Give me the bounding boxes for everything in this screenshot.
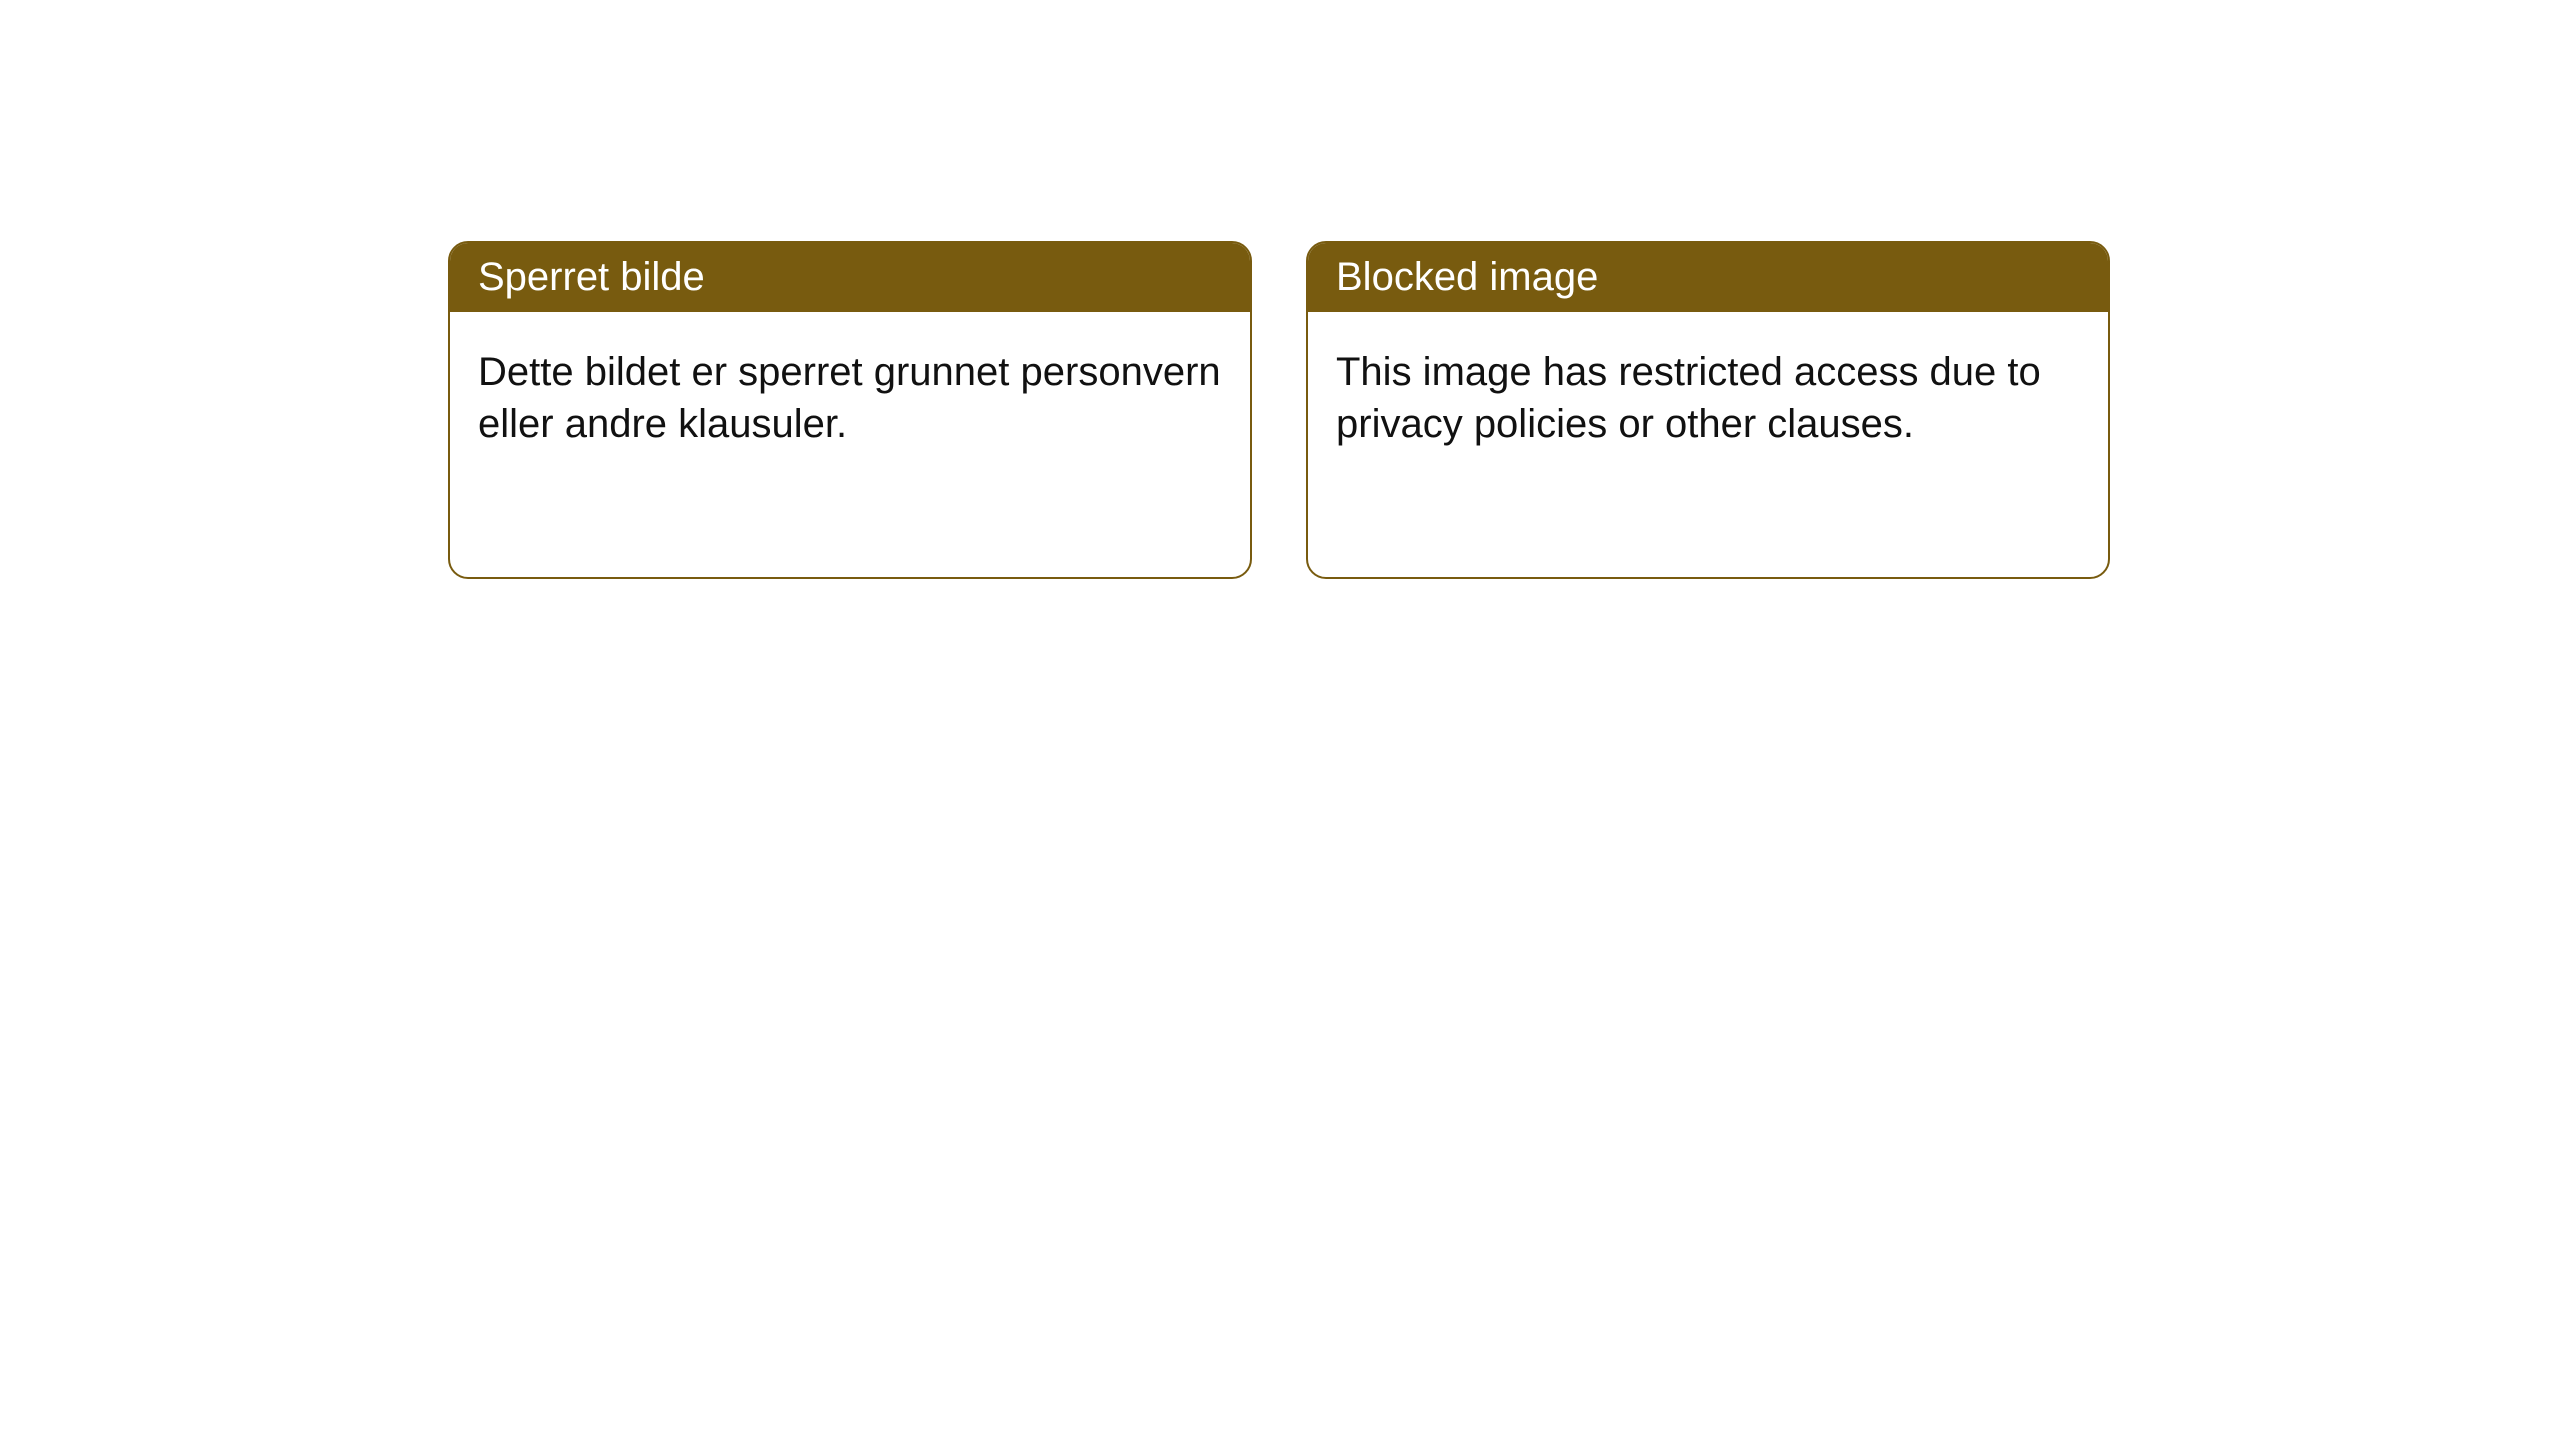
notice-container: Sperret bilde Dette bildet er sperret gr… bbox=[0, 0, 2560, 579]
notice-card-norwegian: Sperret bilde Dette bildet er sperret gr… bbox=[448, 241, 1252, 579]
notice-body: Dette bildet er sperret grunnet personve… bbox=[450, 312, 1250, 484]
notice-title: Sperret bilde bbox=[478, 255, 705, 299]
notice-message: Dette bildet er sperret grunnet personve… bbox=[478, 350, 1221, 446]
notice-body: This image has restricted access due to … bbox=[1308, 312, 2108, 484]
notice-header: Sperret bilde bbox=[450, 243, 1250, 312]
notice-header: Blocked image bbox=[1308, 243, 2108, 312]
notice-message: This image has restricted access due to … bbox=[1336, 350, 2041, 446]
notice-title: Blocked image bbox=[1336, 255, 1598, 299]
notice-card-english: Blocked image This image has restricted … bbox=[1306, 241, 2110, 579]
